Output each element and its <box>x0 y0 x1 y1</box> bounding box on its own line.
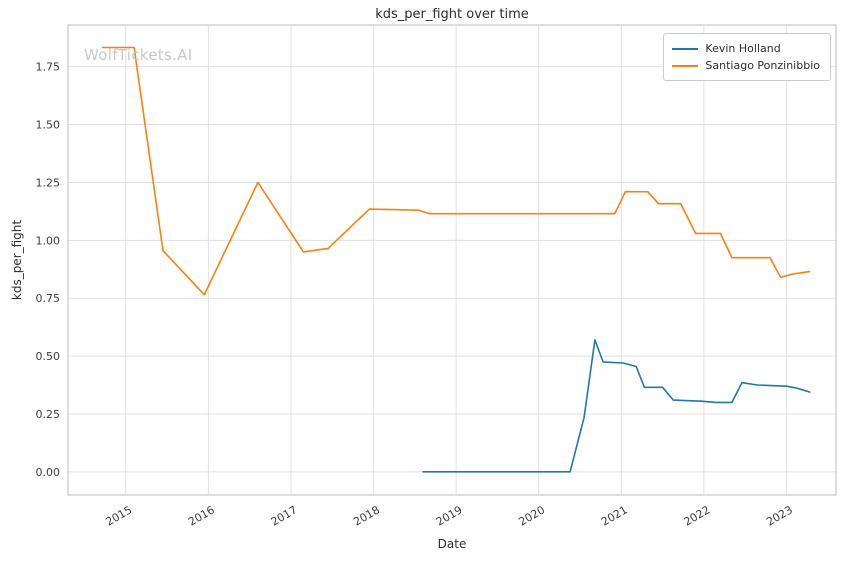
legend-item-kevin-holland: Kevin Holland <box>672 40 820 57</box>
y-tick-label: 0.00 <box>36 466 61 479</box>
x-tick-label: 2020 <box>516 503 547 528</box>
y-tick-label: 0.75 <box>36 292 61 305</box>
legend-label: Santiago Ponzinibbio <box>705 59 820 72</box>
y-tick-label: 1.25 <box>36 176 61 189</box>
x-tick-label: 2021 <box>599 503 630 528</box>
x-tick-label: 2018 <box>351 503 382 528</box>
y-axis-label: kds_per_fight <box>10 219 24 301</box>
x-tick-label: 2022 <box>682 503 713 528</box>
legend-line-swatch <box>672 47 699 50</box>
chart-title: kds_per_fight over time <box>375 7 529 22</box>
y-tick-label: 0.25 <box>36 408 61 421</box>
plot-border <box>67 24 837 496</box>
y-tick-label: 1.50 <box>36 119 61 132</box>
watermark-text: WolfTickets.AI <box>84 46 193 64</box>
x-tick-label: 2015 <box>104 503 135 528</box>
x-tick-label: 2023 <box>764 503 795 528</box>
y-tick-label: 1.75 <box>36 61 61 74</box>
series-line-kevin-holland <box>422 339 811 473</box>
x-tick-label: 2019 <box>434 503 465 528</box>
x-tick-label: 2017 <box>269 503 300 528</box>
legend-line-swatch <box>672 64 699 67</box>
x-tick-label: 2016 <box>186 503 217 528</box>
y-tick-label: 0.50 <box>36 350 61 363</box>
legend-item-santiago-ponzinibbio: Santiago Ponzinibbio <box>672 57 820 74</box>
y-tick-label: 1.00 <box>36 234 61 247</box>
series-line-santiago-ponzinibbio <box>101 46 811 296</box>
legend: Kevin Holland Santiago Ponzinibbio <box>663 33 831 81</box>
legend-label: Kevin Holland <box>705 42 781 55</box>
x-axis-label: Date <box>437 537 467 551</box>
